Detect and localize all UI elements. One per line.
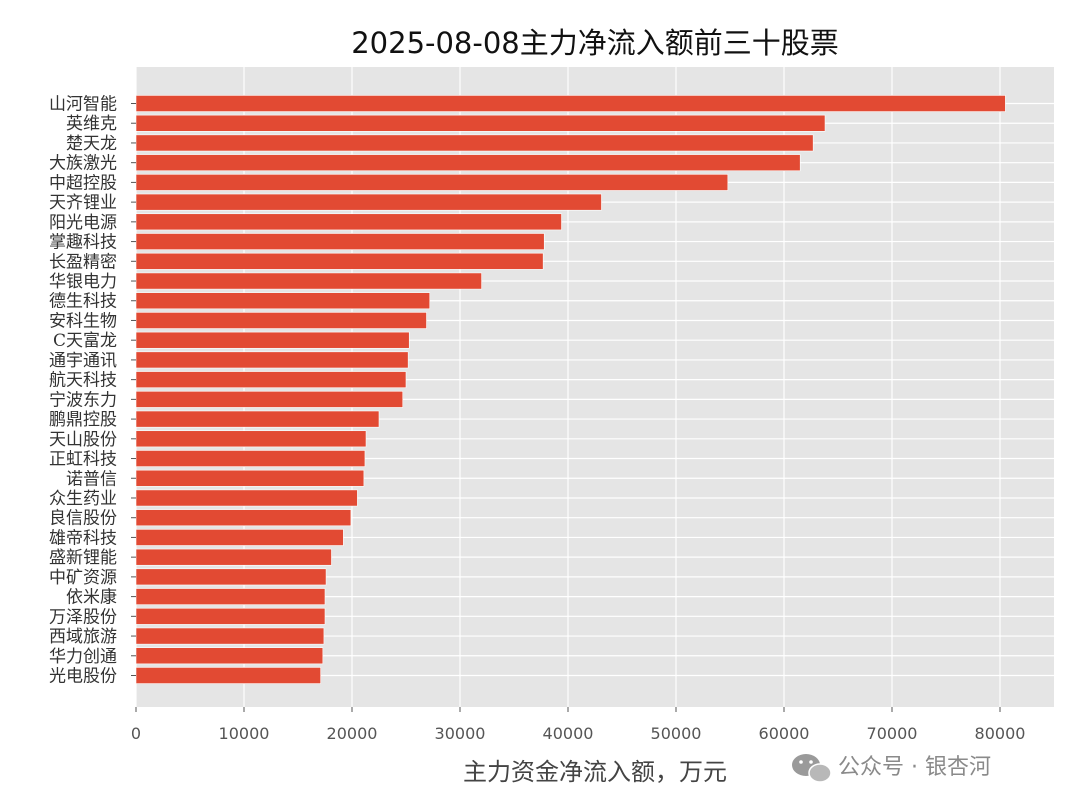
- watermark-text: 公众号 · 银杏河: [838, 755, 991, 780]
- y-tick-label: 雄帝科技: [49, 528, 117, 548]
- bar: [135, 529, 344, 546]
- bar: [135, 213, 562, 231]
- bar: [135, 509, 352, 527]
- bar: [135, 272, 482, 290]
- y-tick-label: 华银电力: [49, 272, 117, 292]
- bar: [135, 548, 332, 566]
- wechat-icon: [792, 754, 832, 783]
- watermark: 公众号 · 银杏河: [792, 754, 991, 783]
- y-tick-label: 天齐锂业: [49, 193, 117, 213]
- y-tick-label: C天富龙: [53, 331, 117, 351]
- bar: [135, 588, 326, 605]
- bar-series: [135, 95, 1006, 684]
- x-tick-label: 40000: [543, 724, 594, 743]
- bar: [135, 95, 1006, 112]
- y-tick-label: 诺普信: [66, 469, 117, 489]
- y-tick-label: 长盈精密: [49, 252, 117, 272]
- bar: [135, 627, 325, 645]
- y-tick-label: 宁波东力: [49, 390, 117, 410]
- y-tick-label: 众生药业: [49, 489, 117, 509]
- y-tick-label: 万泽股份: [49, 607, 117, 627]
- x-tick-label: 70000: [867, 724, 918, 743]
- y-tick-label: 鹏鼎控股: [49, 410, 117, 430]
- bar: [135, 607, 326, 625]
- y-tick-label: 航天科技: [49, 371, 117, 391]
- x-tick-label: 80000: [975, 724, 1026, 743]
- x-tick-label: 60000: [759, 724, 810, 743]
- y-tick-label: 天山股份: [49, 430, 117, 450]
- y-tick-label: 华力创通: [49, 647, 117, 667]
- y-tick-label: 山河智能: [49, 95, 117, 115]
- y-tick-label: 大族激光: [49, 154, 117, 174]
- y-tick-label: 阳光电源: [49, 213, 117, 233]
- y-tick-label: 通宇通讯: [49, 351, 117, 371]
- y-tick-label: 楚天龙: [66, 134, 117, 154]
- x-axis: 0 10000 20000 30000 40000 50000 60000 70000 8000…: [131, 707, 1026, 743]
- x-tick-label: 0: [131, 724, 141, 743]
- bar: [135, 193, 602, 211]
- y-tick-label: 西域旅游: [49, 627, 117, 647]
- chart-title: 2025-08-08主力净流入额前三十股票: [351, 26, 839, 60]
- x-tick-label: 50000: [651, 724, 702, 743]
- y-axis: 山河智能英维克楚天龙大族激光中超控股天齐锂业阳光电源掌趣科技长盈精密华银电力德生…: [49, 95, 136, 687]
- bar: [135, 154, 801, 172]
- bar: [135, 469, 365, 487]
- bar: [135, 312, 427, 329]
- bar: [135, 568, 327, 586]
- y-tick-label: 德生科技: [49, 292, 117, 312]
- bar: [135, 667, 321, 684]
- y-tick-label: 正虹科技: [49, 450, 117, 470]
- x-tick-label: 10000: [219, 724, 270, 743]
- y-tick-label: 中矿资源: [49, 568, 117, 588]
- bar: [135, 371, 407, 389]
- y-tick-label: 安科生物: [49, 311, 117, 331]
- y-tick-label: 中超控股: [49, 173, 117, 193]
- bar: [135, 647, 324, 665]
- bar: [135, 134, 814, 152]
- bar: [135, 114, 826, 132]
- x-tick-label: 20000: [327, 724, 378, 743]
- bar: [135, 331, 410, 349]
- x-tick-label: 30000: [435, 724, 486, 743]
- bar: [135, 252, 544, 270]
- bar: [135, 292, 431, 310]
- x-axis-label: 主力资金净流入额，万元: [463, 758, 727, 786]
- bar: [135, 489, 358, 507]
- bar: [135, 174, 729, 191]
- y-tick-label: 依米康: [66, 588, 117, 608]
- y-tick-label: 光电股份: [49, 667, 117, 687]
- y-tick-label: 良信股份: [49, 509, 117, 529]
- bar: [135, 233, 545, 250]
- bar: [135, 351, 409, 369]
- y-tick-label: 英维克: [66, 114, 117, 134]
- bar: [135, 450, 366, 467]
- y-tick-label: 盛新锂能: [49, 548, 117, 568]
- y-tick-label: 掌趣科技: [49, 233, 117, 253]
- bar: [135, 410, 380, 428]
- bar: [135, 390, 404, 408]
- bar: [135, 430, 367, 448]
